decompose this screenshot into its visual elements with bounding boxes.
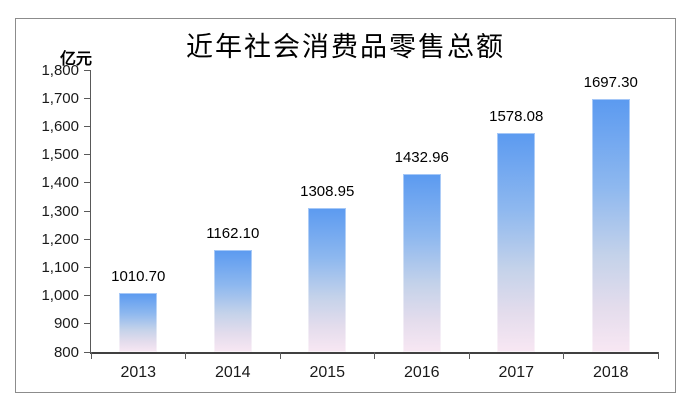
- x-axis-tick: [90, 352, 92, 359]
- y-axis-tick-label: 1,200: [41, 230, 79, 248]
- bar-2013: [119, 292, 158, 352]
- y-axis-tick-label: 1,100: [41, 258, 79, 276]
- y-axis-tick: [84, 125, 91, 127]
- y-axis-tick-label: 900: [53, 315, 79, 333]
- y-axis-tick: [84, 238, 91, 240]
- x-axis-category-label: 2015: [309, 364, 346, 381]
- bar-2014: [213, 249, 252, 352]
- x-axis-tick: [563, 352, 564, 359]
- y-axis-unit-label: 亿元: [60, 51, 93, 68]
- value-label-2017: 1578.08: [489, 107, 544, 125]
- y-axis-tick: [84, 97, 91, 99]
- chart-frame: 近年社会消费品零售总额 亿元 800 900 1,000 1,100 1,200 1,30…: [15, 18, 676, 393]
- x-axis-tick: [657, 352, 659, 359]
- y-axis-tick: [84, 295, 91, 297]
- y-axis-tick: [84, 351, 91, 353]
- y-axis-tick: [84, 182, 91, 184]
- bar-2018: [591, 98, 630, 352]
- value-label-2018: 1697.30: [583, 73, 638, 91]
- x-axis-category-label: 2013: [120, 364, 157, 381]
- bar-2015: [308, 208, 347, 352]
- y-axis-tick: [84, 154, 91, 156]
- x-axis-category-label: 2018: [592, 364, 629, 381]
- chart-title: 近年社会消费品零售总额: [186, 32, 505, 62]
- bar-2016: [402, 173, 441, 352]
- y-axis-tick-label: 1,600: [41, 117, 79, 135]
- x-axis-category-label: 2016: [403, 364, 440, 381]
- value-label-2015: 1308.95: [300, 183, 355, 201]
- y-axis-tick-label: 800: [53, 343, 79, 361]
- x-axis-tick: [468, 352, 470, 359]
- y-axis-tick: [84, 323, 91, 325]
- x-axis-category-label: 2017: [498, 364, 535, 381]
- y-axis-tick-label: 1,300: [41, 202, 79, 220]
- y-axis-tick-label: 1,000: [41, 287, 79, 305]
- value-label-2016: 1432.96: [394, 148, 449, 166]
- y-axis-tick-label: 1,400: [41, 174, 79, 192]
- y-axis-tick: [84, 266, 91, 268]
- y-axis-tick-label: 1,800: [41, 61, 79, 79]
- value-label-2013: 1010.70: [111, 267, 166, 285]
- x-axis-category-label: 2014: [214, 364, 251, 381]
- plot-area: 800 900 1,000 1,100 1,200 1,300 1,400 1,500 1,60…: [41, 62, 659, 381]
- x-axis-tick: [185, 352, 186, 359]
- x-axis-tick: [279, 352, 281, 359]
- y-axis-tick: [84, 210, 91, 212]
- y-axis-tick-label: 1,500: [41, 146, 79, 164]
- bar-2017: [497, 132, 536, 352]
- y-axis-tick: [84, 69, 91, 71]
- x-axis-tick: [374, 352, 375, 359]
- value-label-2014: 1162.10: [206, 224, 260, 242]
- y-axis-tick-label: 1,700: [41, 89, 79, 107]
